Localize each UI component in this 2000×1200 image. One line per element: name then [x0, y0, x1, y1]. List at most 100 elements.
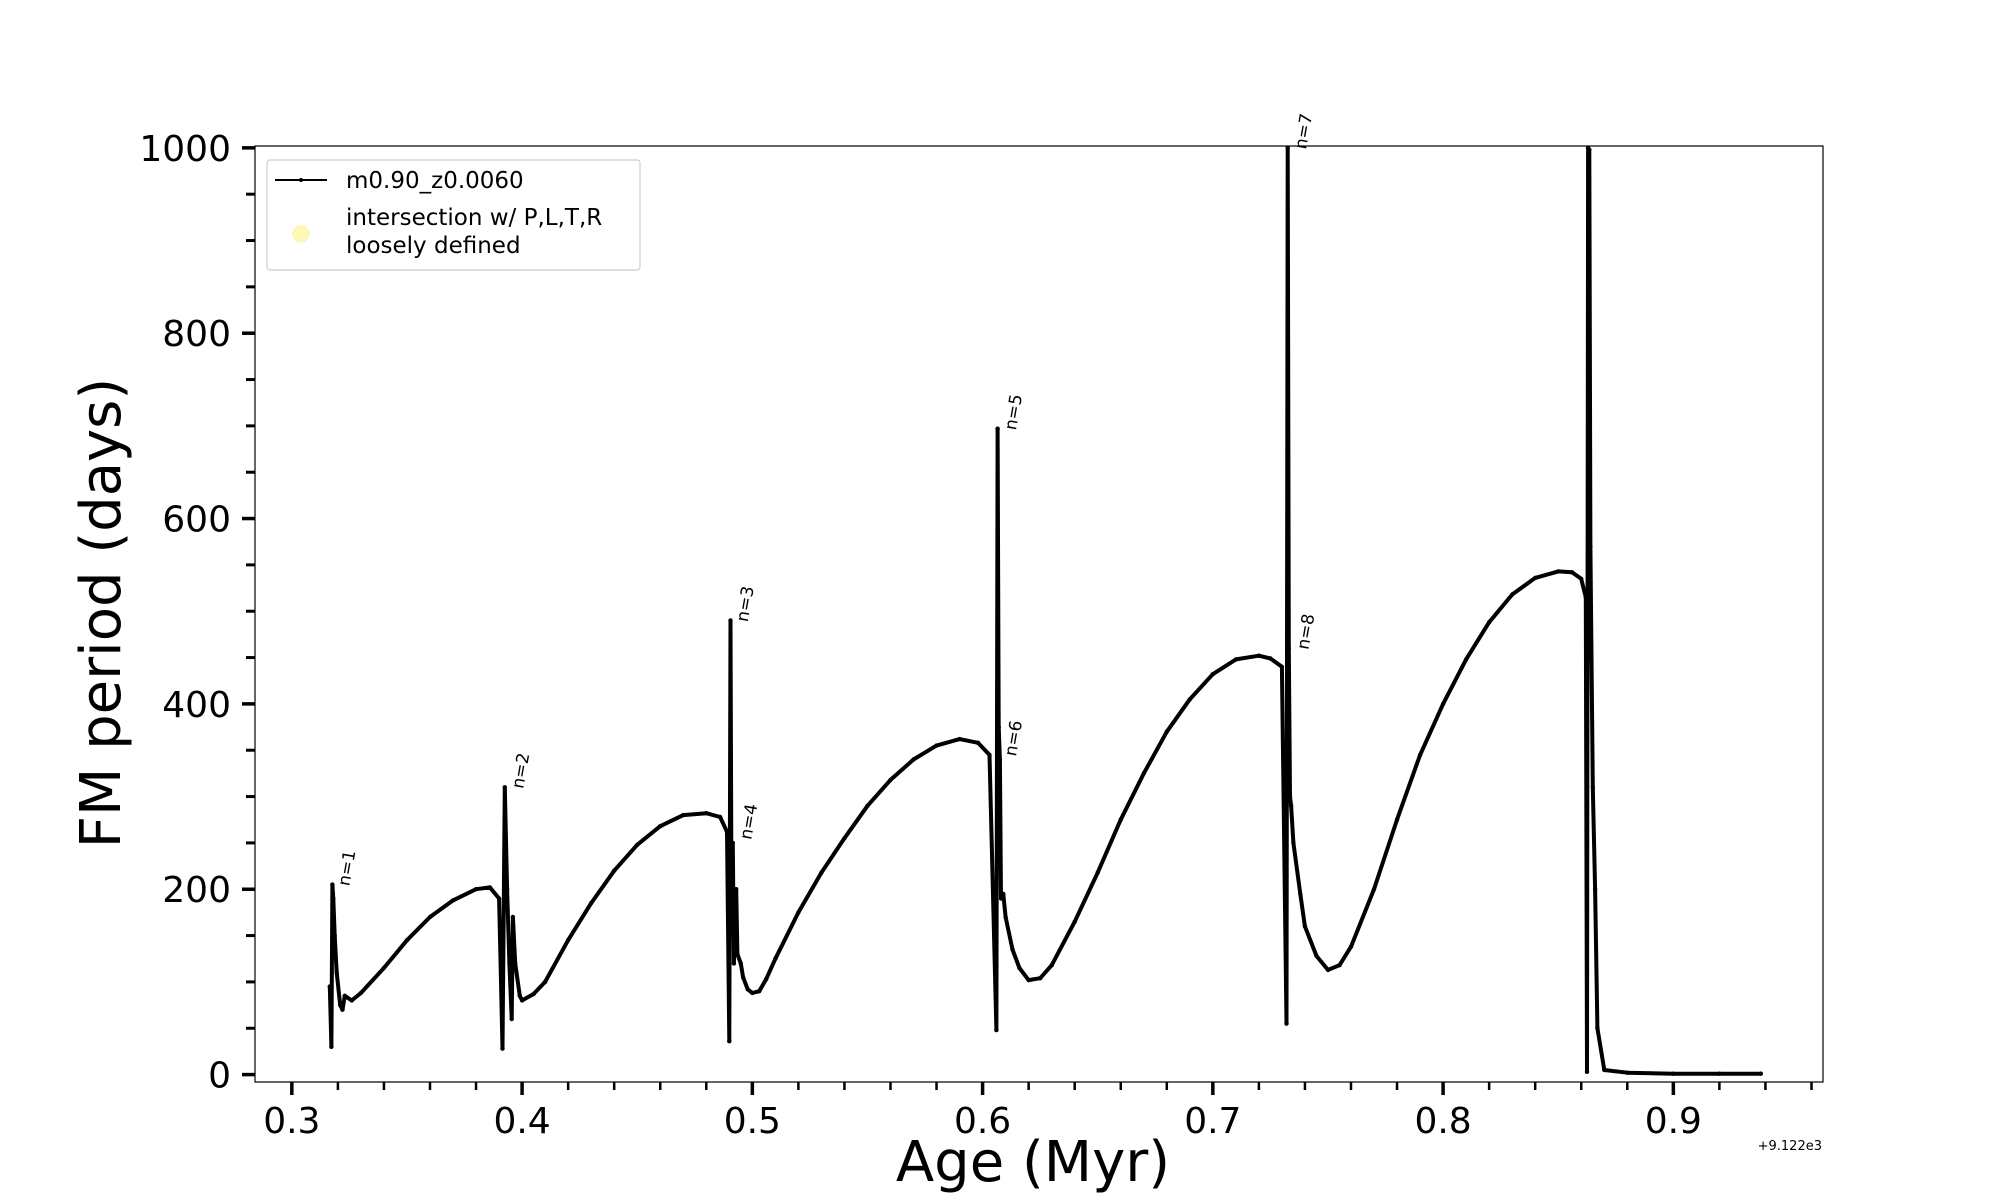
data-point: [1279, 664, 1285, 669]
legend: m0.90_z0.0060 intersection w/ P,L,T,R lo…: [266, 159, 641, 271]
x-axis: 0.3 0.4 0.5 0.6 0.7 0.8 0.9: [263, 1082, 1813, 1142]
data-point: [338, 1002, 343, 1008]
data-point: [1233, 657, 1239, 662]
data-point: [334, 970, 339, 975]
data-point: [531, 991, 536, 997]
x-axis-title: Age (Myr): [896, 1130, 1170, 1195]
data-point: [1510, 592, 1515, 597]
data-point: [934, 743, 939, 748]
y-axis: 0 200 400 600 800 1000: [139, 129, 255, 1097]
x-tick-label: 0.6: [954, 1101, 1011, 1142]
data-point: [995, 426, 1000, 431]
data-point: [1533, 575, 1538, 581]
data-point: [1001, 891, 1006, 897]
data-point: [997, 757, 1003, 762]
data-point: [745, 987, 750, 992]
data-point: [507, 961, 512, 966]
data-point: [1210, 672, 1216, 677]
data-point: [1394, 817, 1400, 822]
data-point: [773, 956, 778, 961]
data-point: [487, 885, 493, 890]
data-point: [635, 842, 640, 847]
data-point: [796, 910, 801, 915]
data-point: [473, 887, 479, 892]
legend-label-series: m0.90_z0.0060: [346, 168, 524, 194]
data-point: [1286, 646, 1292, 651]
data-point: [542, 979, 548, 985]
data-point: [1371, 887, 1377, 892]
plot-area: n=1n=2n=3n=4n=5n=6n=7n=8: [254, 112, 1824, 1083]
x-tick-label: 0.4: [493, 1101, 550, 1142]
data-point: [1337, 963, 1342, 968]
data-point: [658, 824, 663, 829]
series-layer: [327, 145, 1764, 1076]
data-point: [513, 961, 518, 966]
data-point: [1141, 771, 1147, 776]
data-point: [1325, 967, 1331, 973]
data-point: [1164, 729, 1170, 734]
data-point: [1592, 887, 1598, 892]
data-point: [1010, 947, 1015, 952]
data-point: [1569, 570, 1575, 575]
data-point: [1285, 145, 1290, 151]
data-point: [1095, 870, 1100, 875]
legend-label-intersection-line1: intersection w/ P,L,T,R: [346, 205, 602, 231]
data-point: [750, 990, 755, 996]
data-point: [329, 1044, 334, 1050]
data-point: [349, 998, 354, 1003]
data-point: [728, 618, 733, 623]
data-point: [1118, 817, 1123, 822]
axes-frame: [254, 145, 1824, 1083]
data-point: [704, 811, 709, 816]
data-point: [1072, 919, 1077, 924]
data-point: [1256, 653, 1262, 658]
data-point: [331, 896, 336, 901]
data-point: [1268, 656, 1273, 661]
data-point: [738, 961, 743, 966]
data-point: [1583, 595, 1589, 600]
data-point: [1038, 976, 1043, 981]
data-point: [1588, 544, 1593, 549]
data-point: [500, 1046, 505, 1051]
legend-line-dot: [299, 178, 303, 182]
data-point: [510, 914, 516, 920]
data-point: [1587, 147, 1592, 152]
data-point: [724, 829, 730, 834]
data-point: [865, 803, 870, 808]
x-tick-label: 0.3: [263, 1101, 320, 1142]
data-point: [327, 984, 332, 989]
x-tick-label: 0.8: [1414, 1101, 1471, 1142]
y-tick-label: 400: [162, 685, 231, 726]
data-point: [735, 951, 740, 957]
data-point: [404, 938, 410, 943]
data-point: [717, 814, 723, 820]
data-point: [1049, 963, 1054, 968]
data-point: [911, 757, 916, 762]
x-tick-label: 0.5: [724, 1101, 781, 1142]
legend-circle-marker: [292, 225, 310, 243]
data-point: [517, 993, 522, 998]
data-point: [1590, 785, 1596, 790]
data-point: [358, 990, 364, 996]
data-point: [589, 900, 594, 906]
data-point: [340, 1007, 345, 1012]
data-point: [740, 975, 746, 980]
data-point: [1288, 803, 1294, 808]
data-point: [729, 933, 734, 938]
data-point: [1556, 569, 1561, 574]
data-point: [381, 965, 387, 971]
data-point: [1579, 576, 1584, 581]
data-point: [757, 989, 762, 994]
data-point: [1625, 1070, 1630, 1075]
x-offset-label: +9.122e3: [1758, 1139, 1822, 1154]
data-point: [1284, 1021, 1289, 1026]
data-point: [819, 870, 824, 875]
x-tick-label: 0.9: [1645, 1101, 1702, 1142]
data-point: [1463, 657, 1469, 662]
data-point: [1440, 701, 1446, 707]
data-point: [731, 961, 737, 966]
data-point: [996, 724, 1001, 730]
data-point: [681, 812, 686, 818]
data-point: [612, 868, 617, 873]
